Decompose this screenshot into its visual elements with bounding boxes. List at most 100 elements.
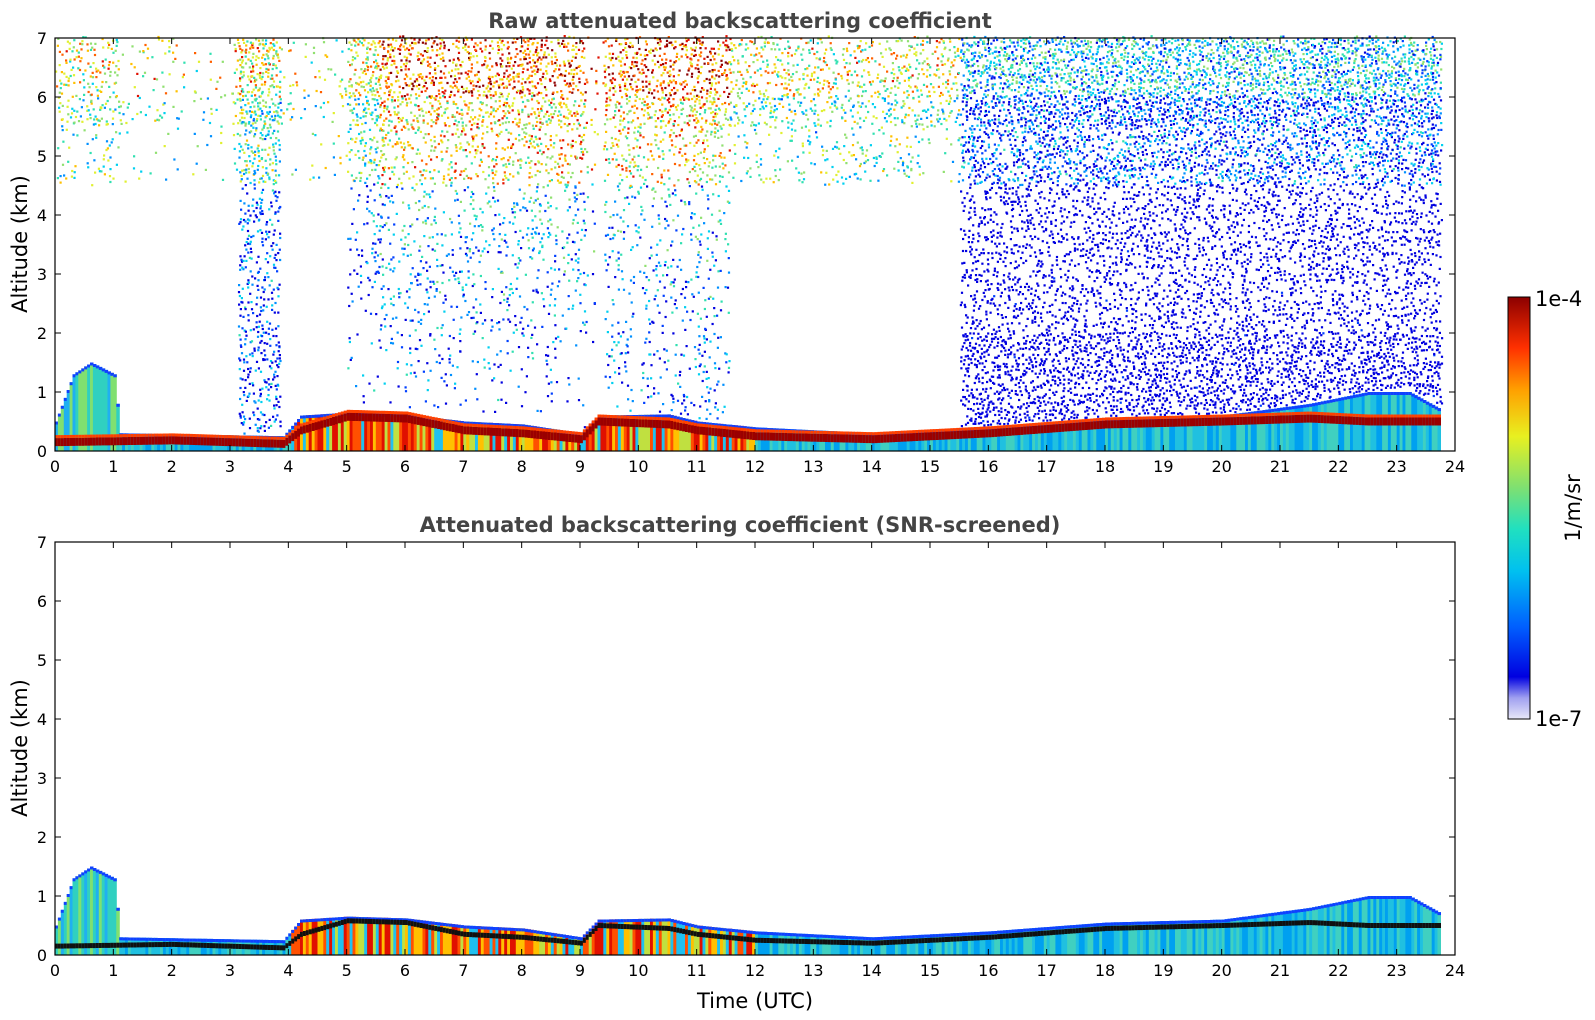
noise-pixel	[694, 365, 697, 369]
noise-pixel	[745, 105, 749, 108]
noise-pixel	[253, 347, 256, 350]
noise-pixel	[626, 78, 629, 81]
noise-pixel	[496, 107, 499, 111]
noise-pixel	[654, 139, 657, 142]
noise-pixel	[89, 113, 92, 116]
noise-pixel	[737, 59, 740, 62]
noise-pixel	[573, 241, 576, 244]
noise-pixel	[707, 230, 711, 233]
noise-pixel	[478, 79, 481, 82]
noise-pixel	[710, 111, 713, 115]
noise-pixel	[753, 123, 756, 127]
noise-pixel	[243, 255, 246, 258]
noise-pixel	[548, 103, 551, 107]
noise-pixel	[538, 170, 542, 173]
noise-pixel	[98, 119, 101, 123]
noise-pixel	[536, 186, 539, 189]
noise-pixel	[278, 345, 281, 348]
noise-pixel	[279, 70, 282, 73]
noise-pixel	[234, 102, 237, 105]
noise-pixel	[710, 133, 713, 136]
noise-pixel	[608, 226, 611, 229]
noise-pixel	[727, 243, 730, 246]
noise-pixel	[86, 49, 89, 52]
noise-pixel	[508, 320, 512, 323]
noise-pixel	[699, 405, 702, 408]
noise-pixel	[537, 269, 540, 272]
noise-pixel	[631, 195, 634, 198]
noise-pixel	[249, 270, 252, 273]
noise-pixel	[418, 208, 421, 212]
noise-pixel	[504, 105, 507, 108]
noise-pixel	[259, 137, 262, 140]
noise-pixel	[665, 39, 669, 42]
noise-pixel	[385, 75, 388, 79]
noise-pixel	[382, 58, 385, 61]
noise-pixel	[709, 268, 712, 271]
noise-pixel	[425, 163, 428, 166]
noise-pixel	[684, 152, 687, 155]
noise-pixel	[534, 232, 538, 235]
noise-pixel	[412, 73, 415, 76]
noise-pixel	[741, 85, 744, 88]
noise-pixel	[632, 147, 635, 150]
noise-pixel	[476, 175, 479, 178]
noise-pixel	[517, 159, 520, 162]
noise-pixel	[364, 68, 367, 71]
noise-pixel	[523, 56, 526, 59]
noise-pixel	[259, 177, 262, 180]
noise-pixel	[355, 81, 358, 85]
noise-pixel	[278, 357, 281, 360]
noise-pixel	[251, 91, 254, 94]
noise-pixel	[377, 238, 380, 241]
noise-pixel	[668, 177, 671, 180]
noise-pixel	[629, 328, 632, 331]
noise-pixel	[534, 73, 537, 76]
noise-pixel	[458, 112, 461, 115]
noise-pixel	[513, 211, 517, 214]
noise-pixel	[641, 59, 644, 62]
noise-pixel	[492, 196, 495, 199]
noise-pixel	[248, 110, 251, 113]
noise-pixel	[140, 170, 143, 173]
noise-pixel	[76, 110, 79, 113]
noise-pixel	[347, 130, 350, 133]
noise-pixel	[448, 361, 451, 364]
noise-pixel	[469, 256, 472, 259]
noise-pixel	[459, 340, 462, 343]
noise-pixel	[536, 343, 539, 346]
noise-pixel	[399, 48, 402, 51]
noise-pixel	[704, 299, 707, 302]
noise-pixel	[255, 119, 258, 122]
noise-pixel	[711, 101, 714, 104]
noise-pixel	[268, 399, 271, 402]
noise-pixel	[612, 237, 615, 240]
noise-pixel	[506, 300, 509, 303]
noise-pixel	[530, 135, 533, 138]
noise-pixel	[478, 164, 481, 167]
noise-pixel	[92, 62, 95, 65]
noise-pixel	[360, 85, 363, 88]
noise-pixel	[327, 101, 330, 104]
noise-pixel	[745, 146, 748, 149]
noise-pixel	[235, 85, 238, 88]
noise-pixel	[747, 47, 750, 50]
noise-pixel	[469, 222, 472, 225]
noise-pixel	[524, 81, 527, 84]
noise-pixel	[717, 380, 720, 383]
noise-pixel	[652, 197, 655, 200]
noise-pixel	[634, 224, 637, 227]
noise-pixel	[522, 51, 525, 54]
noise-pixel	[95, 70, 98, 73]
noise-pixel	[419, 53, 422, 56]
noise-pixel	[61, 118, 64, 121]
noise-pixel	[580, 136, 583, 139]
noise-pixel	[442, 175, 446, 178]
noise-pixel	[274, 155, 277, 158]
noise-pixel	[617, 288, 620, 291]
noise-pixel	[554, 106, 557, 109]
noise-pixel	[707, 207, 710, 210]
noise-pixel	[257, 39, 261, 42]
noise-pixel	[115, 163, 118, 166]
noise-pixel	[518, 134, 521, 137]
